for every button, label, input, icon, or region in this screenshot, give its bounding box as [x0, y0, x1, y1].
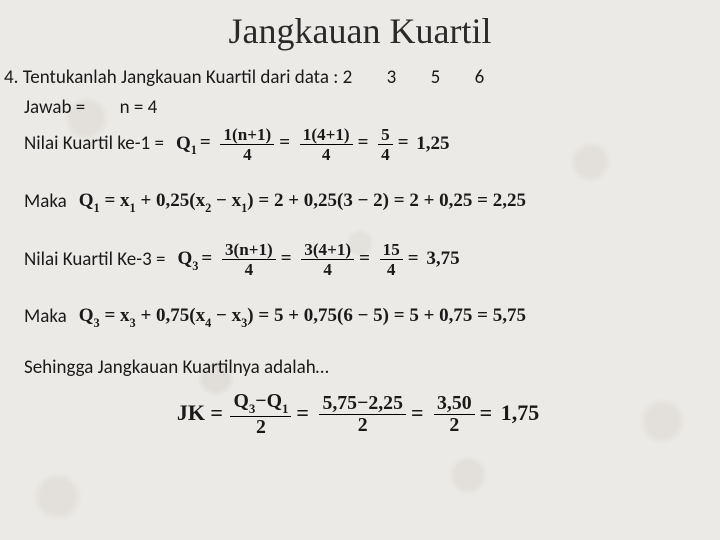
q1-line: Nilai Kuartil ke-1 = Q1= 1(n+1)4= 1(4+1)…: [4, 126, 712, 163]
q3-line: Nilai Kuartil Ke-3 = Q3= 3(n+1)4= 3(4+1)…: [4, 241, 712, 278]
maka1-formula: Q1 = x1 + 0,25(x2 − x1) = 2 + 0,25(3 − 2…: [79, 189, 526, 215]
maka1-label: Maka: [24, 190, 67, 214]
answer-n-line: Jawab = n = 4: [4, 96, 712, 120]
maka2-line: Maka Q3 = x3 + 0,75(x4 − x3) = 5 + 0,75(…: [4, 304, 712, 330]
maka1-line: Maka Q1 = x1 + 0,25(x2 − x1) = 2 + 0,25(…: [4, 189, 712, 215]
conclusion-text: Sehingga Jangkauan Kuartilnya adalah…: [24, 356, 329, 380]
q3-label: Nilai Kuartil Ke-3 =: [24, 248, 165, 272]
q3-formula: Q3= 3(n+1)4= 3(4+1)4= 154= 3,75: [177, 241, 459, 278]
jk-formula: JK = Q3−Q12= 5,75−2,252= 3,502= 1,75: [177, 392, 539, 438]
maka2-formula: Q3 = x3 + 0,75(x4 − x3) = 5 + 0,75(6 − 5…: [79, 304, 526, 330]
conclusion-line: Sehingga Jangkauan Kuartilnya adalah…: [4, 356, 712, 380]
problem-line: 4. Tentukanlah Jangkauan Kuartil dari da…: [4, 66, 712, 90]
q1-formula: Q1= 1(n+1)4= 1(4+1)4= 54= 1,25: [176, 126, 450, 163]
jk-line: JK = Q3−Q12= 5,75−2,252= 3,502= 1,75: [4, 392, 712, 438]
page-title: Jangkauan Kuartil: [0, 0, 720, 60]
answer-n-text: Jawab = n = 4: [24, 96, 157, 120]
problem-text: 4. Tentukanlah Jangkauan Kuartil dari da…: [4, 66, 484, 90]
content-area: 4. Tentukanlah Jangkauan Kuartil dari da…: [0, 66, 720, 438]
q1-label: Nilai Kuartil ke-1 =: [24, 132, 164, 156]
maka2-label: Maka: [24, 305, 67, 329]
